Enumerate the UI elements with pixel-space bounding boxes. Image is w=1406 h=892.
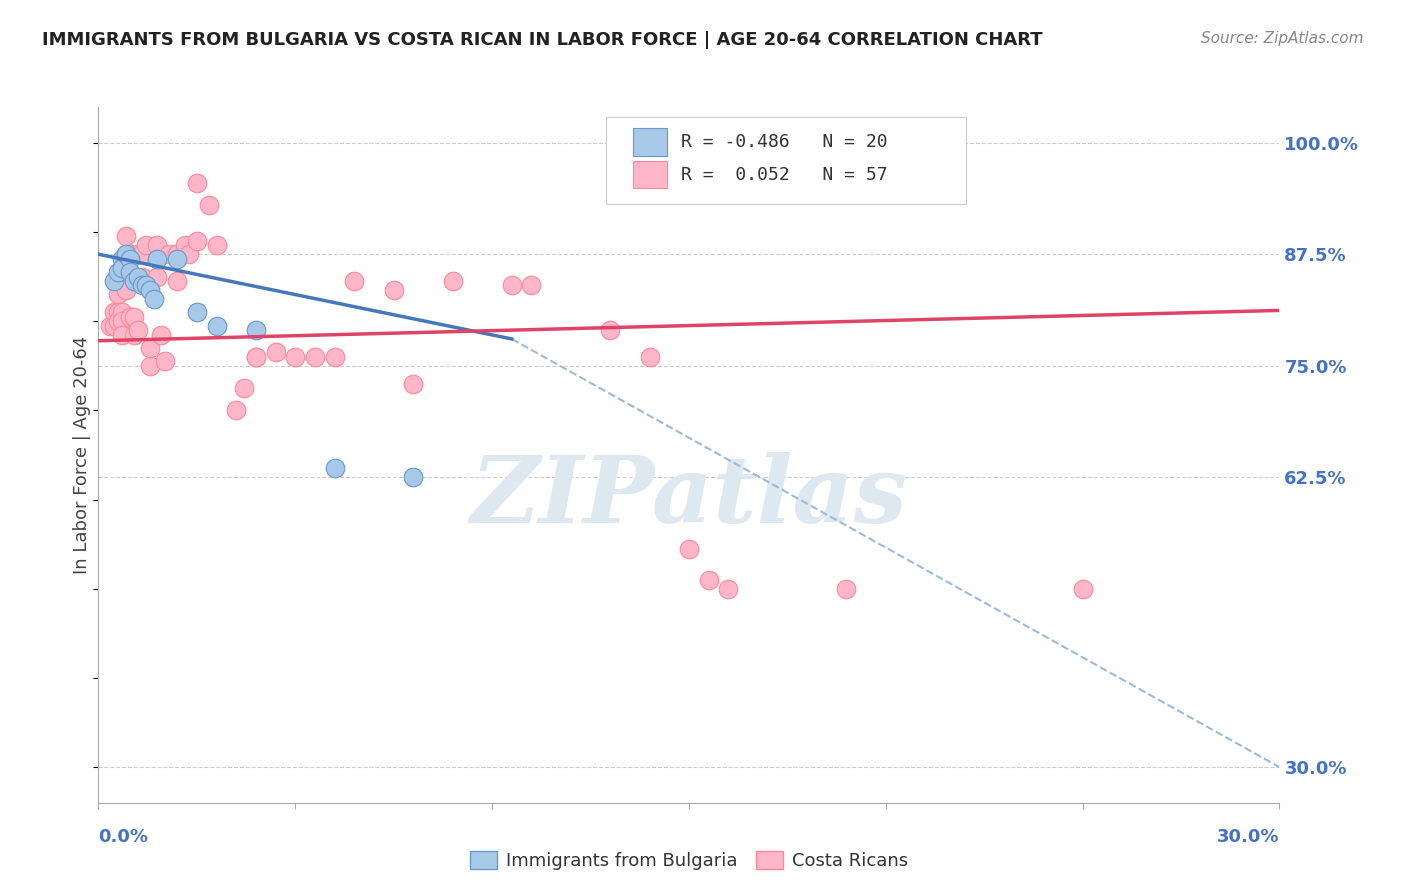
Point (115, 229, 138, 244)
Point (111, 305, 134, 319)
Point (131, 269, 153, 284)
Point (186, 176, 208, 190)
Point (111, 327, 134, 342)
Point (166, 252, 188, 266)
Point (697, 573, 720, 587)
Point (135, 278, 157, 293)
Point (382, 283, 405, 297)
Point (118, 265, 141, 279)
Text: R = -0.486   N = 20: R = -0.486 N = 20 (681, 133, 887, 151)
Point (225, 403, 247, 417)
Text: 30.0%: 30.0% (1218, 828, 1279, 846)
Point (150, 327, 173, 342)
Point (284, 350, 307, 364)
Point (245, 323, 267, 337)
FancyBboxPatch shape (634, 161, 666, 188)
Point (174, 238, 197, 252)
Point (835, 582, 858, 596)
Point (107, 314, 129, 328)
Point (103, 305, 125, 319)
Point (138, 359, 160, 373)
Point (111, 314, 134, 328)
Point (177, 247, 200, 261)
Point (245, 350, 267, 364)
Point (501, 278, 523, 293)
Point (402, 376, 425, 391)
Point (127, 269, 149, 284)
Point (138, 283, 160, 297)
Point (107, 265, 129, 279)
Point (678, 541, 700, 556)
Point (146, 269, 169, 284)
Point (343, 274, 366, 288)
Point (131, 278, 153, 293)
Point (115, 247, 138, 261)
Point (264, 345, 287, 359)
Point (166, 274, 188, 288)
Point (135, 238, 157, 252)
Point (323, 350, 346, 364)
Point (103, 318, 125, 333)
Point (304, 350, 326, 364)
Point (131, 247, 153, 261)
Point (186, 234, 208, 248)
Point (118, 247, 141, 261)
Point (107, 287, 129, 301)
Point (107, 305, 129, 319)
Point (245, 350, 267, 364)
Point (111, 252, 134, 266)
Point (118, 310, 141, 324)
Point (520, 278, 543, 293)
Point (146, 238, 169, 252)
Y-axis label: In Labor Force | Age 20-64: In Labor Force | Age 20-64 (73, 335, 91, 574)
Point (441, 274, 464, 288)
Point (599, 323, 621, 337)
Point (122, 327, 145, 342)
Point (103, 274, 125, 288)
Point (122, 274, 145, 288)
Point (115, 247, 138, 261)
FancyBboxPatch shape (606, 118, 966, 204)
Point (233, 381, 256, 395)
Point (111, 260, 134, 275)
Point (402, 470, 425, 484)
Point (122, 310, 145, 324)
Point (717, 582, 740, 596)
Point (142, 292, 165, 306)
Point (186, 305, 208, 319)
Point (138, 341, 160, 355)
Text: R =  0.052   N = 57: R = 0.052 N = 57 (681, 166, 887, 184)
Point (118, 252, 141, 266)
Text: 0.0%: 0.0% (98, 828, 149, 846)
Point (155, 354, 177, 368)
Text: ZIPatlas: ZIPatlas (471, 451, 907, 541)
Point (205, 318, 228, 333)
Point (638, 350, 661, 364)
Legend: Immigrants from Bulgaria, Costa Ricans: Immigrants from Bulgaria, Costa Ricans (463, 844, 915, 877)
Text: IMMIGRANTS FROM BULGARIA VS COSTA RICAN IN LABOR FORCE | AGE 20-64 CORRELATION C: IMMIGRANTS FROM BULGARIA VS COSTA RICAN … (42, 31, 1043, 49)
Text: Source: ZipAtlas.com: Source: ZipAtlas.com (1201, 31, 1364, 46)
Point (127, 247, 149, 261)
Point (115, 283, 138, 297)
Point (197, 198, 219, 212)
Point (98, 318, 121, 333)
Point (1071, 582, 1094, 596)
Point (146, 252, 169, 266)
Point (205, 238, 228, 252)
FancyBboxPatch shape (634, 128, 666, 156)
Point (323, 461, 346, 475)
Point (127, 323, 149, 337)
Point (166, 247, 188, 261)
Point (157, 247, 180, 261)
